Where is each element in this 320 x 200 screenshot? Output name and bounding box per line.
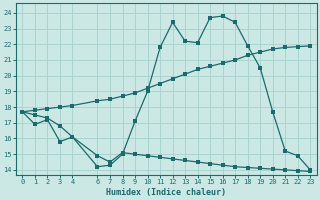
X-axis label: Humidex (Indice chaleur): Humidex (Indice chaleur) <box>106 188 226 197</box>
